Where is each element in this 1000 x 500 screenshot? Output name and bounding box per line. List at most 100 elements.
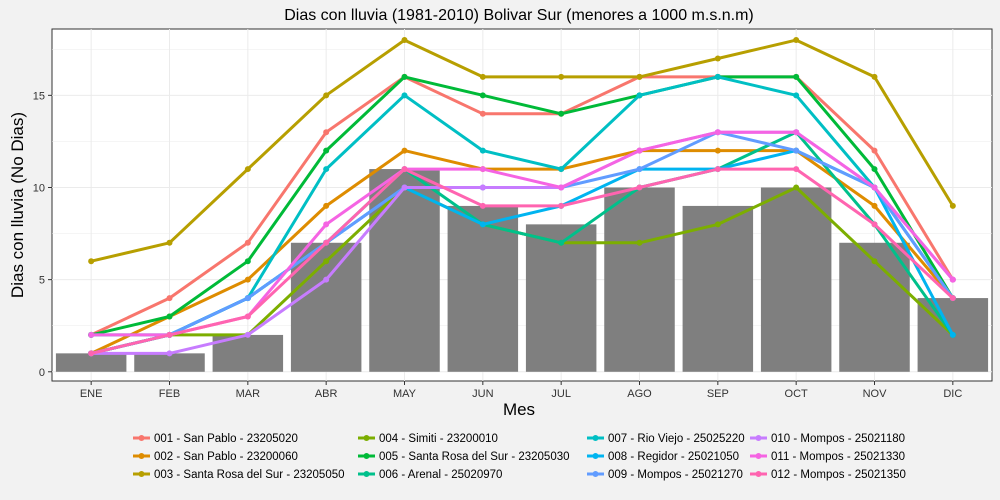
legend-item-5: 005 - Santa Rosa del Sur - 23205030 [358,451,570,463]
x-tick-label: JUN [472,388,493,400]
series-point [88,331,95,338]
legend-key-point [363,435,370,441]
series-point [871,184,878,191]
x-axis-title: Mes [503,400,535,419]
series-line-12 [89,167,955,355]
bar-ene [55,353,127,372]
x-tick-label: ABR [315,388,338,400]
legend-label: 009 - Mompos - 25021270 [608,469,743,481]
series-point [558,166,565,173]
series-point [88,350,95,357]
legend-label: 001 - San Pablo - 23205020 [154,433,298,445]
series-point [871,147,878,154]
x-tick-label: SEP [707,388,729,400]
x-tick-label: MAR [236,388,261,400]
series-point [636,92,643,99]
series-point [166,239,173,246]
series-3 [88,37,956,265]
bar-feb [134,353,205,372]
legend: 001 - San Pablo - 23205020 002 - San Pabl… [133,433,906,481]
series-point [871,258,878,265]
chart-title: Dias con lluvia (1981-2010) Bolivar Sur … [284,7,754,24]
series-point [244,295,251,302]
x-tick-label: NOV [863,388,888,400]
series-point [558,239,565,246]
legend-key-point [138,471,145,477]
legend-label: 006 - Arenal - 25020970 [379,469,502,481]
series-12 [88,166,956,357]
series-point [401,37,408,44]
series-line-2 [89,149,955,355]
series-point [479,166,486,173]
series-point [323,239,330,246]
series-point [323,129,330,136]
series-point [479,110,486,117]
legend-label: 003 - Santa Rosa del Sur - 23205050 [154,469,345,481]
series-point [166,331,173,338]
series-point [323,147,330,154]
series-point [714,166,721,173]
series-point [244,166,251,173]
x-tick-label: AGO [627,388,652,400]
bar-ago [604,187,675,372]
series-point [636,73,643,80]
series-point [793,92,800,99]
series-line-1 [89,75,955,337]
legend-item-4: 004 - Simiti - 23200010 [358,433,498,445]
series-point [244,313,251,320]
series-point [714,73,721,80]
series-point [323,166,330,173]
legend-item-10: 010 - Mompos - 25021180 [750,433,905,445]
bar-oct [760,187,832,372]
legend-key-point [363,453,370,459]
bar-sep [682,205,754,372]
series-point [636,147,643,154]
legend-item-6: 006 - Arenal - 25020970 [358,469,502,481]
series-point [558,73,565,80]
series-line-5 [89,75,955,337]
series-point [793,147,800,154]
legend-label: 002 - San Pablo - 23200060 [154,451,298,463]
series-point [244,258,251,265]
series-point [323,276,330,283]
legend-item-11: 011 - Mompos - 25021330 [750,451,905,463]
legend-item-12: 012 - Mompos - 25021350 [750,469,906,481]
legend-item-8: 008 - Regidor - 25021050 [587,451,739,463]
legend-item-1: 001 - San Pablo - 23205020 [133,433,298,445]
y-axis-title: Dias con lluvia (No Dias) [8,112,27,298]
series-point [401,92,408,99]
legend-key-point [755,471,762,477]
series-point [479,73,486,80]
series-point [714,129,721,136]
bar-jul [525,224,597,372]
series-point [401,184,408,191]
legend-label: 004 - Simiti - 23200010 [379,433,498,445]
legend-item-3: 003 - Santa Rosa del Sur - 23205050 [133,469,345,481]
series-point [401,147,408,154]
series-point [714,55,721,62]
y-tick-label: 5 [39,275,45,287]
series-point [244,331,251,338]
legend-key-point [363,471,370,477]
series-point [479,92,486,99]
series-point [479,221,486,228]
legend-label: 005 - Santa Rosa del Sur - 23205030 [379,451,570,463]
series-point [871,202,878,209]
series-point [88,258,95,265]
series-point [401,166,408,173]
series-point [558,110,565,117]
series-point [323,221,330,228]
series-point [323,258,330,265]
series-point [871,221,878,228]
bar-jun [447,205,519,372]
y-tick-label: 15 [33,90,45,102]
legend-item-7: 007 - Rio Viejo - 25025220 [587,433,745,445]
series-lines [88,37,956,357]
series-point [166,350,173,357]
legend-label: 011 - Mompos - 25021330 [771,451,905,463]
series-point [479,147,486,154]
series-point [558,184,565,191]
series-point [636,239,643,246]
x-tick-label: OCT [785,388,809,400]
